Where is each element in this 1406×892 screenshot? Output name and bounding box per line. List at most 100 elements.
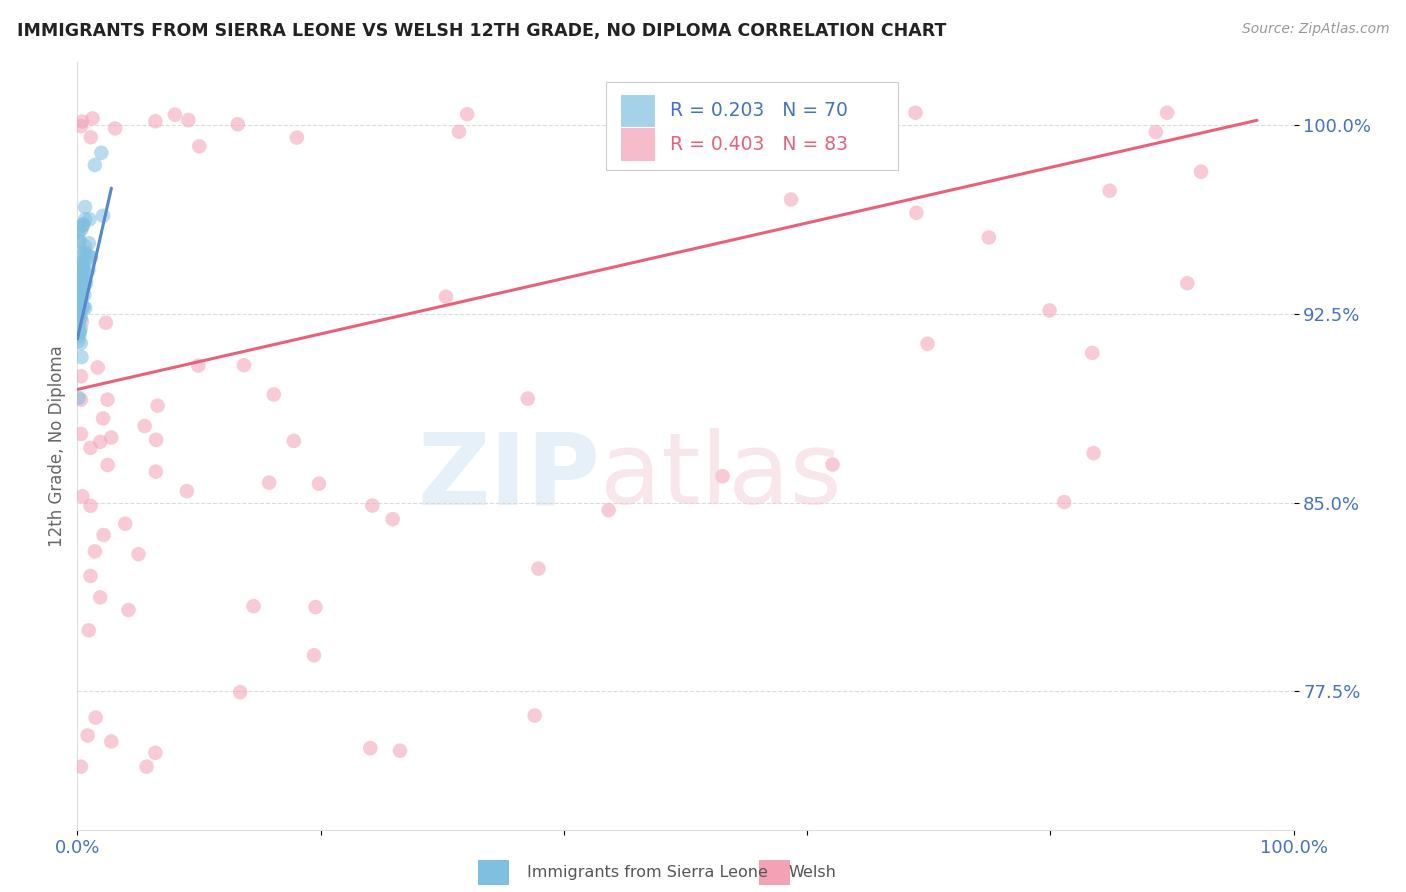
Point bbox=[91, 411, 114, 425]
Point bbox=[1081, 346, 1104, 360]
Point bbox=[69, 325, 91, 339]
Point bbox=[90, 145, 112, 160]
Point bbox=[69, 311, 91, 326]
Point bbox=[83, 544, 105, 558]
Point bbox=[100, 734, 122, 748]
Point bbox=[69, 283, 91, 297]
Point bbox=[145, 465, 167, 479]
Point bbox=[70, 273, 93, 287]
Point bbox=[516, 392, 538, 406]
Point bbox=[1039, 303, 1062, 318]
Point bbox=[527, 561, 550, 575]
Point bbox=[73, 279, 96, 293]
Point bbox=[128, 547, 150, 561]
Point bbox=[229, 685, 252, 699]
Point bbox=[187, 359, 209, 373]
Point bbox=[361, 499, 384, 513]
Point bbox=[70, 284, 93, 298]
Point bbox=[72, 264, 94, 278]
Point bbox=[176, 484, 198, 499]
Point bbox=[977, 230, 1000, 244]
Point bbox=[69, 269, 91, 284]
Point bbox=[69, 272, 91, 286]
FancyBboxPatch shape bbox=[606, 81, 898, 169]
Point bbox=[73, 245, 96, 260]
Point bbox=[780, 109, 803, 123]
Point bbox=[69, 256, 91, 270]
Point bbox=[1175, 277, 1198, 291]
Point bbox=[904, 105, 927, 120]
Point bbox=[69, 257, 91, 271]
Text: Source: ZipAtlas.com: Source: ZipAtlas.com bbox=[1241, 22, 1389, 37]
Point bbox=[96, 392, 118, 407]
Point bbox=[145, 114, 167, 128]
Point bbox=[242, 599, 264, 614]
Point bbox=[523, 708, 546, 723]
Point bbox=[79, 569, 101, 583]
Point bbox=[67, 226, 90, 240]
Point bbox=[69, 296, 91, 310]
Point bbox=[89, 591, 111, 605]
Point bbox=[72, 259, 94, 273]
Point bbox=[70, 369, 93, 384]
Point bbox=[104, 121, 127, 136]
Point bbox=[70, 350, 93, 364]
Point bbox=[67, 315, 90, 329]
FancyBboxPatch shape bbox=[621, 128, 655, 161]
Point bbox=[67, 301, 90, 316]
Point bbox=[72, 489, 94, 503]
Point bbox=[188, 139, 211, 153]
Text: ZIP: ZIP bbox=[418, 428, 600, 525]
Point bbox=[79, 499, 101, 513]
Point bbox=[283, 434, 305, 448]
Point bbox=[67, 326, 90, 340]
Point bbox=[84, 710, 107, 724]
Point bbox=[79, 250, 101, 264]
Point bbox=[69, 306, 91, 320]
Y-axis label: 12th Grade, No Diploma: 12th Grade, No Diploma bbox=[48, 345, 66, 547]
Point bbox=[77, 624, 100, 638]
Point bbox=[91, 209, 114, 223]
Point bbox=[917, 336, 939, 351]
Point bbox=[177, 113, 200, 128]
Point bbox=[73, 262, 96, 277]
Point bbox=[69, 234, 91, 248]
Point bbox=[70, 426, 93, 441]
Point bbox=[70, 392, 93, 407]
Text: atlas: atlas bbox=[600, 428, 842, 525]
Point bbox=[69, 272, 91, 286]
Text: Immigrants from Sierra Leone: Immigrants from Sierra Leone bbox=[527, 865, 768, 880]
Point bbox=[285, 130, 308, 145]
Point bbox=[76, 728, 98, 742]
Point bbox=[302, 648, 325, 663]
Point bbox=[93, 528, 115, 542]
Point bbox=[905, 206, 928, 220]
Point bbox=[67, 391, 90, 405]
Point bbox=[1144, 125, 1167, 139]
Point bbox=[114, 516, 136, 531]
Point bbox=[100, 430, 122, 444]
Point bbox=[456, 107, 478, 121]
Point bbox=[79, 441, 101, 455]
Point bbox=[70, 273, 93, 287]
Point bbox=[82, 112, 104, 126]
Point bbox=[257, 475, 280, 490]
Point bbox=[134, 419, 156, 434]
Point bbox=[70, 119, 93, 133]
Point bbox=[143, 746, 166, 760]
Point bbox=[67, 288, 90, 302]
Point bbox=[75, 246, 97, 260]
Point bbox=[73, 274, 96, 288]
Point bbox=[70, 262, 93, 277]
Point bbox=[146, 399, 169, 413]
Point bbox=[80, 250, 103, 264]
Point bbox=[79, 212, 101, 227]
FancyBboxPatch shape bbox=[621, 95, 655, 127]
Point bbox=[77, 248, 100, 262]
Point bbox=[69, 293, 91, 308]
Point bbox=[1083, 446, 1105, 460]
Point bbox=[117, 603, 139, 617]
Point bbox=[67, 334, 90, 348]
Point bbox=[70, 275, 93, 289]
Point bbox=[69, 299, 91, 313]
